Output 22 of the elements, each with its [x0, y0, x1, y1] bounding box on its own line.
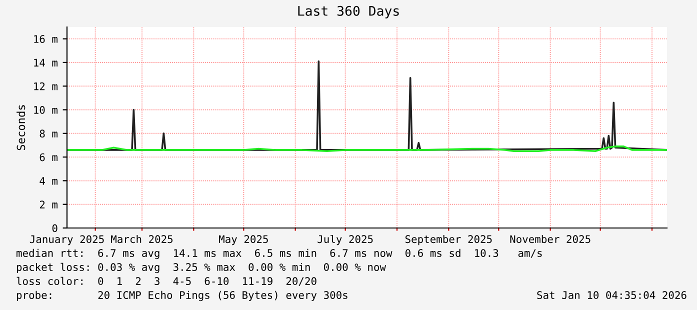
x-tick-label: September 2025: [405, 235, 492, 246]
text: January 2025: [30, 235, 104, 246]
y-tick-label: 14 m: [34, 58, 58, 66]
y-tick-label: 16 m: [34, 35, 58, 43]
text: median rtt: 6.7 ms avg 14.1 ms max 6.5 ms min 6.7 ms now 0.6 ms sd 10.3 am/s: [16, 248, 542, 260]
x-tick-label: November 2025: [510, 235, 590, 244]
text: packet loss: 0.03 % avg 3.25 % max 0.00 % min 0.00 % now: [16, 262, 386, 274]
y-tick-label: 8 m: [40, 130, 58, 138]
chart-title: Last 360 Days: [298, 6, 399, 18]
text: Sat Jan 10 04:35:04 2026: [537, 291, 686, 300]
text: probe: 20 ICMP Echo Pings (56 Bytes) every 300s: [16, 290, 348, 302]
y-tick-label: 4 m: [40, 177, 58, 185]
y-tick-label: 10 m: [34, 106, 58, 114]
text: loss color: 0 1 2 3 4-5 6-10 11-19 20/20: [16, 276, 316, 286]
y-tick-label: 6 m: [40, 153, 58, 162]
y-tick-label: 12 m: [34, 82, 58, 90]
y-tick-label: 0: [52, 224, 58, 232]
x-tick-label: March 2025: [111, 235, 173, 244]
x-tick-label: July 2025: [318, 234, 373, 246]
y-axis-title: Seconds: [16, 105, 26, 150]
y-tick-label: 2 m: [40, 200, 58, 208]
x-tick-label: May 2025: [219, 235, 268, 246]
